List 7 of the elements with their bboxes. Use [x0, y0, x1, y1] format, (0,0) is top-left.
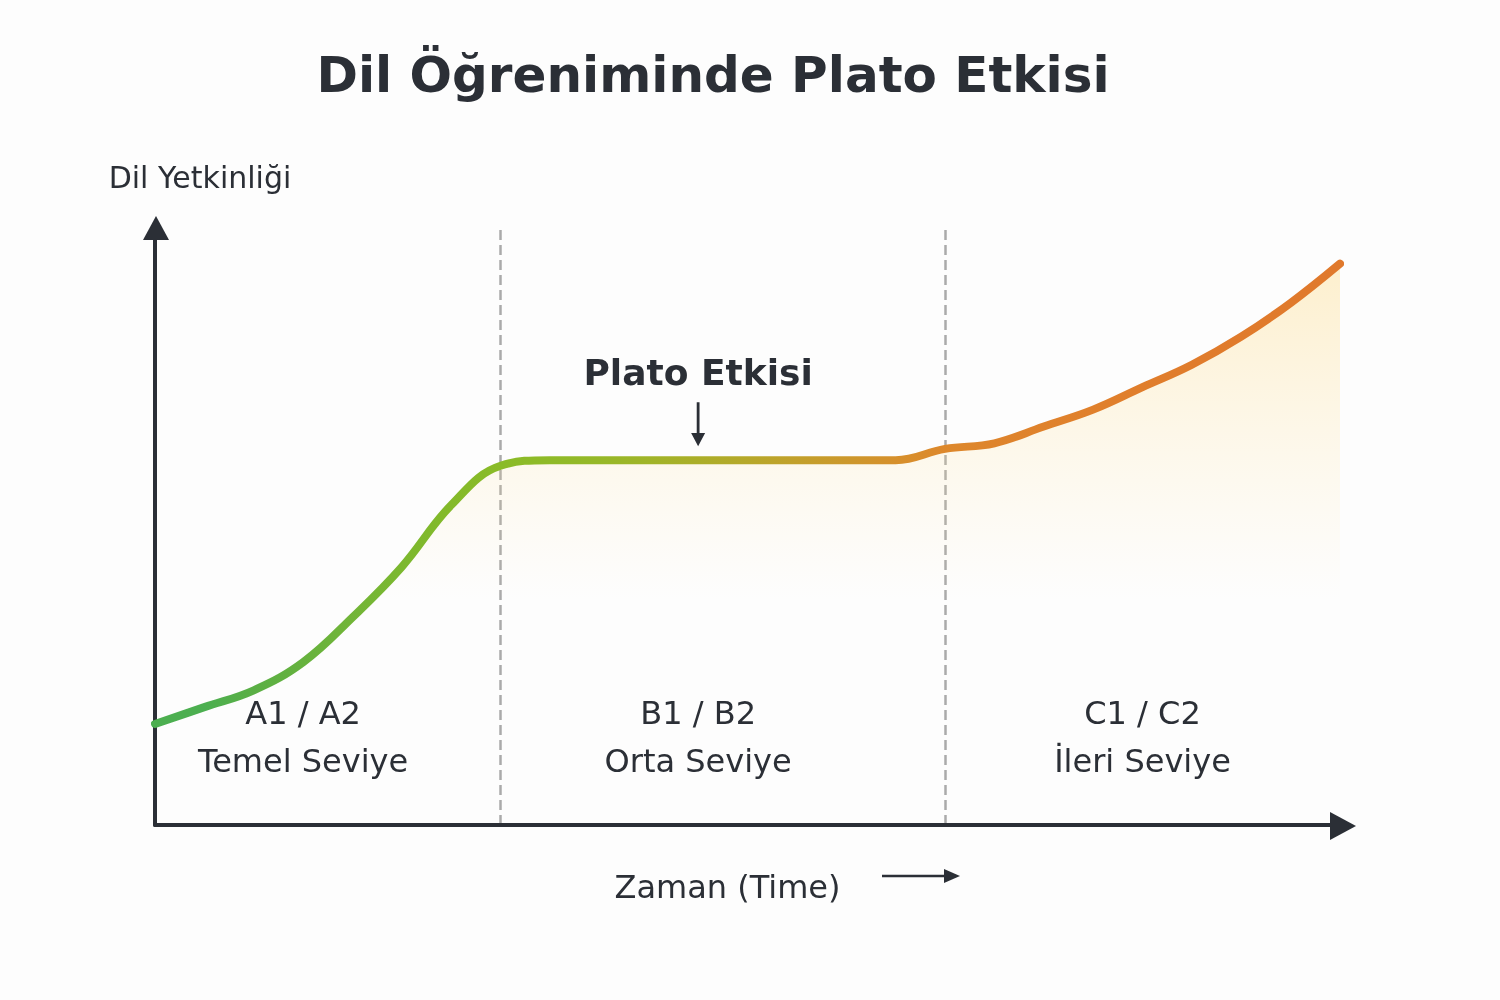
- chart-title: Dil Öğreniminde Plato Etkisi: [316, 45, 1110, 104]
- x-tick-label: A1 / A2 Temel Seviye: [197, 694, 409, 780]
- x-tick-label: C1 / C2 İleri Seviye: [1054, 694, 1231, 780]
- x-axis-title: Zaman (Time): [614, 868, 841, 906]
- x-tick-label: B1 / B2 Orta Seviye: [604, 694, 792, 780]
- annotation: Plato Etkisi: [583, 351, 813, 393]
- y-axis-title: Dil Yetkinliği: [108, 159, 292, 195]
